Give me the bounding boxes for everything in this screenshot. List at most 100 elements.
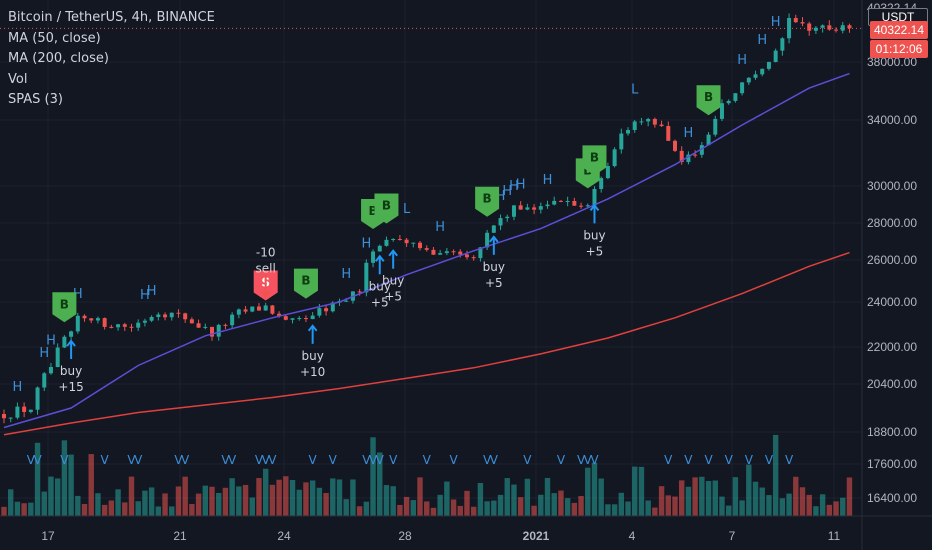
volume-bar <box>370 437 376 516</box>
volume-bar <box>309 480 316 516</box>
volume-bar <box>705 481 712 516</box>
buy-signal-badge <box>475 186 500 217</box>
v-marker: V <box>174 453 183 467</box>
v-marker: V <box>228 453 237 467</box>
volume-bar <box>531 505 537 516</box>
candle-body <box>283 316 288 320</box>
h-marker: H <box>737 53 747 68</box>
volume-bar <box>585 467 591 516</box>
candle-body <box>525 207 530 210</box>
y-tick-label: 24000.00 <box>867 295 917 309</box>
v-marker: V <box>362 453 371 467</box>
v-marker: V <box>423 453 432 467</box>
candle-body <box>324 308 329 312</box>
volume-bar <box>95 493 101 516</box>
volume-bar <box>424 501 430 516</box>
legend-ma50[interactable]: MA (50, close) <box>8 30 101 46</box>
h-marker: H <box>509 179 519 194</box>
candle-body <box>136 322 141 328</box>
volume-bar <box>477 482 484 516</box>
candle-body <box>35 387 40 410</box>
trade-label: +5 <box>384 290 402 304</box>
volume-bar <box>390 486 396 516</box>
volume-bar <box>1 506 7 516</box>
legend-symbol[interactable]: Bitcoin / TetherUS, 4h, BINANCE <box>8 10 215 25</box>
candle-body <box>75 315 80 332</box>
candle-body <box>572 201 577 206</box>
candle-body <box>498 218 503 226</box>
volume-bar <box>517 497 524 516</box>
volume-bar <box>303 482 309 516</box>
volume-bar <box>122 502 128 516</box>
candle-body <box>820 25 825 28</box>
candle-body <box>652 118 657 125</box>
volume-bar <box>437 494 443 516</box>
volume-bar <box>491 500 497 516</box>
volume-bar <box>68 454 74 516</box>
trade-label: buy <box>583 228 605 242</box>
v-marker: V <box>449 453 458 467</box>
candle-body <box>317 308 322 316</box>
x-tick-label: 2021 <box>523 529 550 543</box>
candle-body <box>780 38 785 51</box>
candle-body <box>196 323 201 328</box>
candle-body <box>189 319 194 324</box>
candle-body <box>605 166 610 179</box>
h-marker: H <box>771 15 781 30</box>
v-marker: V <box>704 453 713 467</box>
candles <box>2 13 852 424</box>
volume-bar <box>625 501 631 516</box>
candle-body <box>511 205 516 217</box>
legend-spas[interactable]: SPAS (3) <box>8 92 63 107</box>
volume-bar <box>725 505 732 516</box>
volume-bar <box>752 481 759 516</box>
candle-body <box>673 140 677 151</box>
v-marker: V <box>369 453 378 467</box>
x-tick-label: 4 <box>629 529 636 543</box>
volume-bar <box>209 486 215 516</box>
v-marker: V <box>255 453 264 467</box>
candle-body <box>223 324 228 326</box>
candle-body <box>746 77 751 83</box>
volume-bar <box>739 500 745 516</box>
candle-body <box>612 149 617 167</box>
candle-body <box>183 313 188 320</box>
trade-label: +15 <box>58 380 83 394</box>
volume-bar <box>779 498 786 516</box>
candle-body <box>15 406 20 418</box>
x-tick-label: 28 <box>398 529 412 543</box>
candle-body <box>518 205 523 210</box>
volume-bar <box>135 501 141 516</box>
h-marker: H <box>341 267 351 282</box>
y-tick-label: 34000.00 <box>867 113 917 127</box>
volume-bar <box>712 480 718 516</box>
v-marker: V <box>262 453 271 467</box>
v-marker: V <box>557 453 566 467</box>
trade-label: buy <box>382 274 404 288</box>
volume-bar <box>645 500 651 516</box>
volume-bar <box>679 480 685 516</box>
volume-bar <box>578 495 584 516</box>
candle-body <box>773 50 778 62</box>
candle-body <box>787 17 792 39</box>
v-marker: V <box>268 453 277 467</box>
volume-bar <box>356 506 363 516</box>
last-price-label: 40322.14 <box>870 21 928 39</box>
h-marker: H <box>684 126 694 141</box>
volume-bar <box>189 504 195 516</box>
volume-bar <box>403 496 410 516</box>
candle-body <box>585 205 590 207</box>
volume-bar <box>665 495 671 516</box>
legend-ma200[interactable]: MA (200, close) <box>8 51 109 66</box>
volume-bar <box>108 500 115 516</box>
volume-bar <box>202 485 208 516</box>
candle-body <box>666 126 671 141</box>
v-marker: V <box>584 453 593 467</box>
volume-bar <box>276 479 282 516</box>
candle-body <box>116 324 121 328</box>
volume-bar <box>544 477 551 516</box>
signal-letter: B <box>704 90 713 104</box>
candle-body <box>391 238 396 240</box>
legend-vol[interactable]: Vol <box>8 71 28 87</box>
